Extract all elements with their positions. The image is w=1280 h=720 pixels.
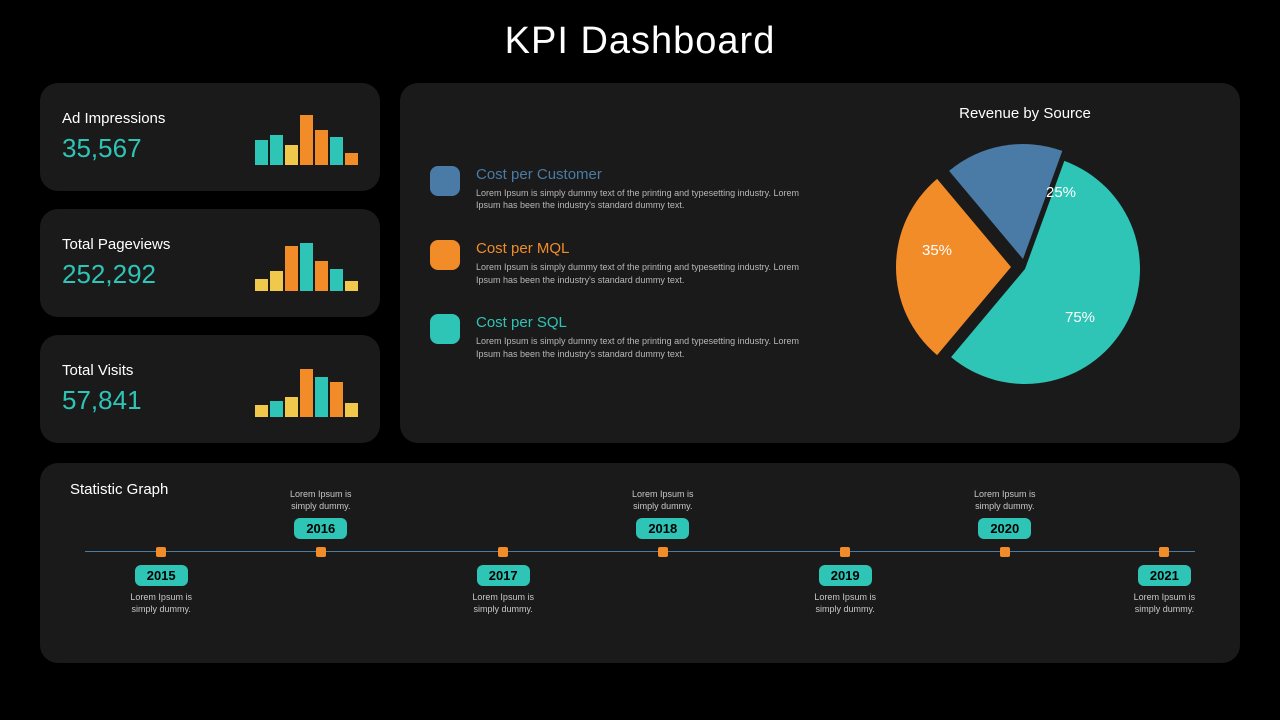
chart-bar xyxy=(285,246,298,291)
legend-swatch xyxy=(430,166,460,196)
chart-bar xyxy=(315,261,328,291)
chart-bar xyxy=(270,401,283,417)
pie-slice-label: 75% xyxy=(1065,309,1095,326)
chart-bar xyxy=(255,405,268,417)
timeline-panel: Statistic Graph 2015Lorem Ipsum issimply… xyxy=(40,463,1240,663)
legend-item: Cost per SQL Lorem Ipsum is simply dummy … xyxy=(430,314,810,360)
timeline-year-pill: 2018 xyxy=(636,518,689,539)
timeline-marker xyxy=(1000,547,1010,557)
timeline-marker xyxy=(1159,547,1169,557)
legend-desc: Lorem Ipsum is simply dummy text of the … xyxy=(476,335,810,360)
legend-item: Cost per Customer Lorem Ipsum is simply d… xyxy=(430,166,810,212)
legend-title: Cost per SQL xyxy=(476,314,810,331)
legend-desc: Lorem Ipsum is simply dummy text of the … xyxy=(476,261,810,286)
stat-label: Total Pageviews xyxy=(62,236,170,253)
legend-title: Cost per Customer xyxy=(476,166,810,183)
chart-bar xyxy=(300,115,313,165)
timeline-item: Lorem Ipsum issimply dummy. 2018 xyxy=(603,489,723,539)
chart-bar xyxy=(255,279,268,291)
timeline-marker xyxy=(840,547,850,557)
mini-bar-chart xyxy=(255,362,358,417)
chart-bar xyxy=(315,377,328,417)
stat-card: Ad Impressions 35,567 xyxy=(40,83,380,191)
timeline-item: Lorem Ipsum issimply dummy. 2016 xyxy=(261,489,381,539)
chart-bar xyxy=(345,153,358,165)
timeline-item: 2021 Lorem Ipsum issimply dummy. xyxy=(1104,565,1224,615)
stat-cards-column: Ad Impressions 35,567 Total Pageviews 252,2… xyxy=(40,83,380,443)
timeline-title: Statistic Graph xyxy=(70,481,168,498)
stat-value: 252,292 xyxy=(62,259,170,290)
timeline-item: 2015 Lorem Ipsum issimply dummy. xyxy=(101,565,221,615)
legend-column: Cost per Customer Lorem Ipsum is simply d… xyxy=(430,105,810,421)
chart-bar xyxy=(345,403,358,417)
chart-bar xyxy=(300,243,313,291)
timeline-item: 2019 Lorem Ipsum issimply dummy. xyxy=(785,565,905,615)
chart-bar xyxy=(315,130,328,165)
pie-chart: 25% 35% 75% xyxy=(890,134,1160,404)
timeline-year-pill: 2020 xyxy=(978,518,1031,539)
timeline-marker xyxy=(658,547,668,557)
chart-bar xyxy=(345,281,358,291)
revenue-panel: Cost per Customer Lorem Ipsum is simply d… xyxy=(400,83,1240,443)
timeline-year-pill: 2019 xyxy=(819,565,872,586)
chart-bar xyxy=(285,145,298,165)
timeline-caption: Lorem Ipsum issimply dummy. xyxy=(945,489,1065,512)
stat-value: 57,841 xyxy=(62,385,142,416)
pie-column: Revenue by Source 25% 35% 75% xyxy=(840,105,1210,421)
stat-label: Ad Impressions xyxy=(62,110,165,127)
chart-bar xyxy=(300,369,313,417)
legend-swatch xyxy=(430,314,460,344)
chart-bar xyxy=(285,397,298,417)
main-row: Ad Impressions 35,567 Total Pageviews 252,2… xyxy=(40,83,1240,443)
timeline-year-pill: 2015 xyxy=(135,565,188,586)
timeline-track: 2015Lorem Ipsum issimply dummy.Lorem Ips… xyxy=(70,551,1210,611)
timeline-marker xyxy=(156,547,166,557)
page-title: KPI Dashboard xyxy=(40,20,1240,63)
timeline-year-pill: 2017 xyxy=(477,565,530,586)
chart-bar xyxy=(330,137,343,165)
mini-bar-chart xyxy=(255,110,358,165)
chart-bar xyxy=(270,135,283,165)
timeline-line xyxy=(85,551,1195,552)
chart-bar xyxy=(270,271,283,291)
timeline-marker xyxy=(316,547,326,557)
chart-bar xyxy=(330,269,343,291)
pie-title: Revenue by Source xyxy=(959,105,1091,122)
timeline-caption: Lorem Ipsum issimply dummy. xyxy=(603,489,723,512)
timeline-marker xyxy=(498,547,508,557)
timeline-caption: Lorem Ipsum issimply dummy. xyxy=(101,592,221,615)
timeline-caption: Lorem Ipsum issimply dummy. xyxy=(261,489,381,512)
stat-value: 35,567 xyxy=(62,133,165,164)
timeline-caption: Lorem Ipsum issimply dummy. xyxy=(1104,592,1224,615)
timeline-year-pill: 2016 xyxy=(294,518,347,539)
stat-card: Total Pageviews 252,292 xyxy=(40,209,380,317)
mini-bar-chart xyxy=(255,236,358,291)
timeline-year-pill: 2021 xyxy=(1138,565,1191,586)
pie-slice-label: 25% xyxy=(1046,184,1076,201)
stat-card: Total Visits 57,841 xyxy=(40,335,380,443)
legend-swatch xyxy=(430,240,460,270)
timeline-caption: Lorem Ipsum issimply dummy. xyxy=(443,592,563,615)
chart-bar xyxy=(330,382,343,417)
timeline-item: 2017 Lorem Ipsum issimply dummy. xyxy=(443,565,563,615)
legend-title: Cost per MQL xyxy=(476,240,810,257)
pie-slice-label: 35% xyxy=(922,242,952,259)
timeline-item: Lorem Ipsum issimply dummy. 2020 xyxy=(945,489,1065,539)
stat-label: Total Visits xyxy=(62,362,142,379)
timeline-caption: Lorem Ipsum issimply dummy. xyxy=(785,592,905,615)
legend-desc: Lorem Ipsum is simply dummy text of the … xyxy=(476,187,810,212)
chart-bar xyxy=(255,140,268,165)
legend-item: Cost per MQL Lorem Ipsum is simply dummy … xyxy=(430,240,810,286)
